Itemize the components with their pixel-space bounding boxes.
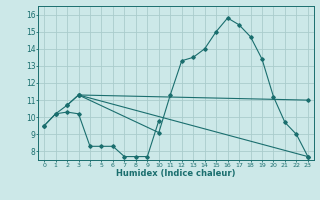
X-axis label: Humidex (Indice chaleur): Humidex (Indice chaleur) — [116, 169, 236, 178]
